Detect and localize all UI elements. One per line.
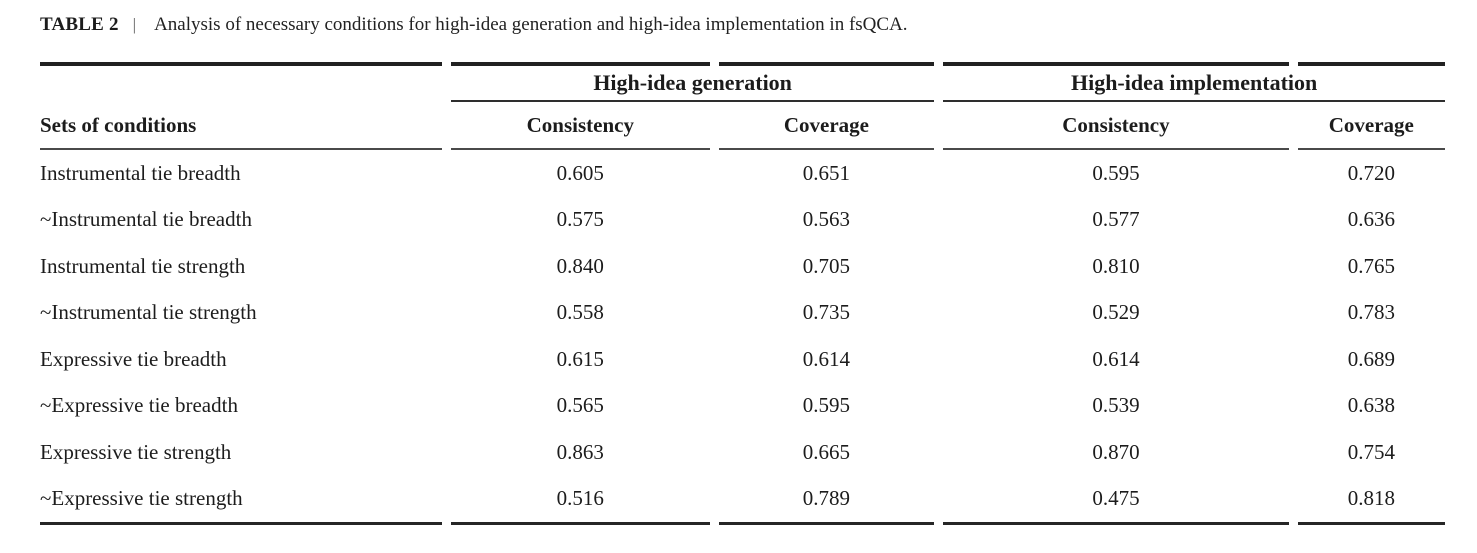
bottom-rule-segment [718, 522, 935, 525]
value-cell: 0.818 [1347, 486, 1395, 511]
spanner-spacer [40, 66, 442, 102]
header-rule-segment [40, 148, 443, 150]
value-cell: 0.665 [802, 439, 851, 464]
top-rule-segment [1297, 62, 1445, 66]
value-cell: 0.595 [1092, 160, 1140, 185]
bottom-rule-segment [1297, 522, 1445, 525]
table-caption: TABLE 2 | Analysis of necessary conditio… [40, 12, 1445, 38]
condition-label: Expressive tie breadth [40, 346, 227, 371]
value-cell: 0.783 [1347, 300, 1395, 325]
caption-separator: | [132, 15, 137, 34]
header-rule-segment [451, 148, 710, 150]
condition-label: Instrumental tie strength [40, 253, 246, 278]
value-cell: 0.810 [1092, 253, 1140, 278]
condition-label: ~Expressive tie strength [40, 486, 243, 511]
value-cell: 0.558 [556, 300, 604, 325]
value-cell: 0.615 [556, 346, 604, 371]
column-group-generation: High-idea generation [451, 66, 935, 102]
value-cell: 0.636 [1347, 207, 1395, 232]
value-cell: 0.577 [1092, 207, 1140, 232]
bottom-rule-segment [451, 522, 710, 525]
value-cell: 0.840 [556, 253, 604, 278]
value-cell: 0.705 [802, 253, 851, 278]
value-cell: 0.651 [802, 160, 851, 185]
value-cell: 0.605 [556, 160, 604, 185]
table-number: TABLE 2 [40, 14, 119, 35]
value-cell: 0.735 [802, 300, 851, 325]
column-header-impl-coverage: Coverage [1328, 112, 1414, 137]
value-cell: 0.563 [802, 207, 851, 232]
column-header-impl-consistency: Consistency [1062, 112, 1170, 137]
necessary-conditions-table: High-idea generation High-idea implement… [40, 62, 1445, 525]
bottom-rule-segment [40, 522, 443, 525]
header-rule-segment [943, 148, 1289, 150]
value-cell: 0.516 [556, 486, 604, 511]
value-cell: 0.595 [802, 393, 851, 418]
condition-label: Instrumental tie breadth [40, 160, 241, 185]
column-header-conditions: Sets of conditions [40, 112, 197, 137]
top-rule-segment [943, 62, 1289, 66]
column-header-gen-coverage: Coverage [783, 112, 869, 137]
value-cell: 0.614 [802, 346, 851, 371]
value-cell: 0.765 [1347, 253, 1395, 278]
value-cell: 0.575 [556, 207, 604, 232]
condition-label: ~Instrumental tie strength [40, 300, 257, 325]
header-rule-segment [718, 148, 935, 150]
value-cell: 0.720 [1347, 160, 1395, 185]
bottom-rule-segment [943, 522, 1289, 525]
value-cell: 0.529 [1092, 300, 1140, 325]
top-rule-segment [40, 62, 443, 66]
column-header-gen-consistency: Consistency [526, 112, 634, 137]
value-cell: 0.539 [1092, 393, 1140, 418]
value-cell: 0.863 [556, 439, 604, 464]
column-group-implementation: High-idea implementation [943, 66, 1445, 102]
top-rule-segment [718, 62, 935, 66]
value-cell: 0.754 [1347, 439, 1395, 464]
caption-text: Analysis of necessary conditions for hig… [154, 14, 908, 35]
value-cell: 0.614 [1092, 346, 1140, 371]
value-cell: 0.638 [1347, 393, 1395, 418]
value-cell: 0.870 [1092, 439, 1140, 464]
top-rule-segment [451, 62, 710, 66]
condition-label: ~Expressive tie breadth [40, 393, 238, 418]
condition-label: ~Instrumental tie breadth [40, 207, 252, 232]
value-cell: 0.689 [1347, 346, 1395, 371]
condition-label: Expressive tie strength [40, 439, 232, 464]
value-cell: 0.565 [556, 393, 604, 418]
value-cell: 0.789 [802, 486, 851, 511]
value-cell: 0.475 [1092, 486, 1140, 511]
header-rule-segment [1297, 148, 1445, 150]
